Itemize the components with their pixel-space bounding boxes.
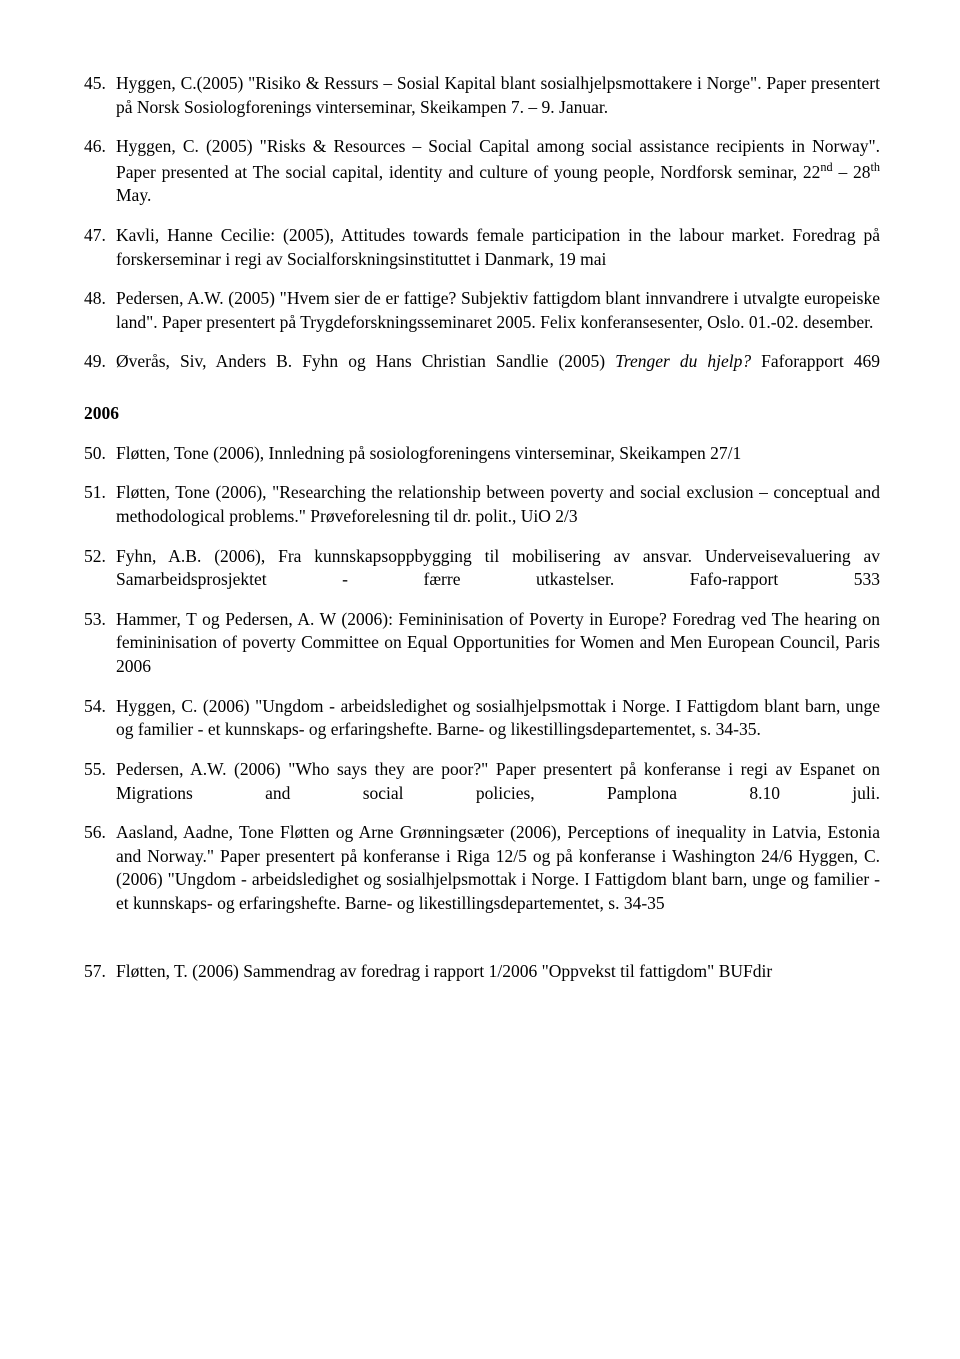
reference-text: Pedersen, A.W. (2006) "Who says they are…	[116, 758, 880, 805]
reference-number: 46.	[84, 135, 116, 208]
reference-entry: 57.Fløtten, T. (2006) Sammendrag av fore…	[84, 960, 880, 984]
reference-text: Hyggen, C. (2005) "Risks & Resources – S…	[116, 135, 880, 208]
reference-number: 51.	[84, 481, 116, 528]
reference-text: Fløtten, T. (2006) Sammendrag av foredra…	[116, 960, 880, 984]
reference-entry: 49.Øverås, Siv, Anders B. Fyhn og Hans C…	[84, 350, 880, 374]
reference-text: Kavli, Hanne Cecilie: (2005), Attitudes …	[116, 224, 880, 271]
reference-text: Hyggen, C. (2006) "Ungdom - arbeidsledig…	[116, 695, 880, 742]
reference-entry: 52.Fyhn, A.B. (2006), Fra kunnskapsoppby…	[84, 545, 880, 592]
reference-entry: 54.Hyggen, C. (2006) "Ungdom - arbeidsle…	[84, 695, 880, 742]
reference-list-1: 45.Hyggen, C.(2005) "Risiko & Ressurs – …	[84, 72, 880, 374]
reference-entry: 53.Hammer, T og Pedersen, A. W (2006): F…	[84, 608, 880, 679]
reference-entry: 48.Pedersen, A.W. (2005) "Hvem sier de e…	[84, 287, 880, 334]
reference-number: 49.	[84, 350, 116, 374]
reference-text: Aasland, Aadne, Tone Fløtten og Arne Grø…	[116, 821, 880, 916]
reference-number: 56.	[84, 821, 116, 916]
reference-entry: 46.Hyggen, C. (2005) "Risks & Resources …	[84, 135, 880, 208]
reference-number: 47.	[84, 224, 116, 271]
reference-text: Fløtten, Tone (2006), Innledning på sosi…	[116, 442, 880, 466]
reference-number: 53.	[84, 608, 116, 679]
reference-number: 50.	[84, 442, 116, 466]
reference-list-2: 50.Fløtten, Tone (2006), Innledning på s…	[84, 442, 880, 916]
reference-entry: 45.Hyggen, C.(2005) "Risiko & Ressurs – …	[84, 72, 880, 119]
reference-number: 45.	[84, 72, 116, 119]
reference-number: 52.	[84, 545, 116, 592]
reference-number: 48.	[84, 287, 116, 334]
reference-text: Hammer, T og Pedersen, A. W (2006): Femi…	[116, 608, 880, 679]
reference-text: Fløtten, Tone (2006), "Researching the r…	[116, 481, 880, 528]
reference-entry: 51.Fløtten, Tone (2006), "Researching th…	[84, 481, 880, 528]
reference-text: Øverås, Siv, Anders B. Fyhn og Hans Chri…	[116, 350, 880, 374]
reference-text: Fyhn, A.B. (2006), Fra kunnskapsoppbyggi…	[116, 545, 880, 592]
reference-entry: 50.Fløtten, Tone (2006), Innledning på s…	[84, 442, 880, 466]
reference-entry: 55.Pedersen, A.W. (2006) "Who says they …	[84, 758, 880, 805]
reference-text: Hyggen, C.(2005) "Risiko & Ressurs – Sos…	[116, 72, 880, 119]
reference-entry: 47.Kavli, Hanne Cecilie: (2005), Attitud…	[84, 224, 880, 271]
reference-text: Pedersen, A.W. (2005) "Hvem sier de er f…	[116, 287, 880, 334]
year-heading: 2006	[84, 402, 880, 426]
reference-number: 54.	[84, 695, 116, 742]
reference-entry-57: 57.Fløtten, T. (2006) Sammendrag av fore…	[84, 960, 880, 984]
reference-number: 55.	[84, 758, 116, 805]
reference-entry: 56.Aasland, Aadne, Tone Fløtten og Arne …	[84, 821, 880, 916]
reference-number: 57.	[84, 960, 116, 984]
